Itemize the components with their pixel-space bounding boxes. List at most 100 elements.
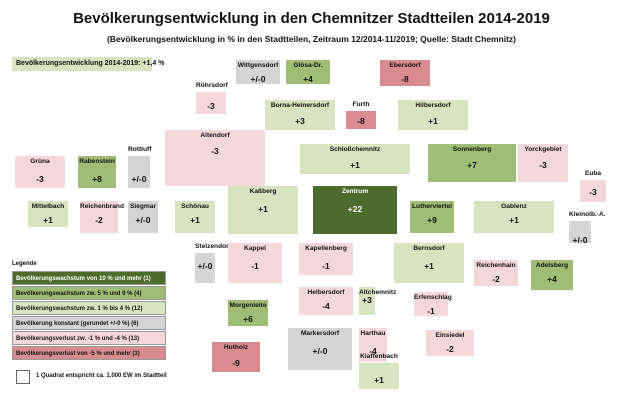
district-name: Yorckgebiet <box>524 146 562 153</box>
district-value: +22 <box>347 204 363 214</box>
district-value: +/-0 <box>197 261 213 271</box>
district-yorckgebiet: Yorckgebiet -3 <box>518 144 568 182</box>
district-hilbersdorf: Hilbersdorf +1 <box>398 100 468 130</box>
legend-item: Bevölkerungsverlust von -5 % und mehr (3… <box>12 346 166 360</box>
district-kleinolb-a-: Kleinolb.-A. +/-0 <box>569 211 606 245</box>
district-name: Helbersdorf <box>307 289 345 296</box>
district-name: Kapellenberg <box>305 245 347 252</box>
district-name: Gablenz <box>501 203 527 210</box>
district-glösa-dr-: Glösa-Dr. +4 <box>286 60 330 84</box>
district-value: +1 <box>428 116 438 126</box>
district-value: +9 <box>427 215 437 225</box>
total-growth-label: Bevölkerungsentwicklung 2014-2019: +1,4 … <box>12 57 164 71</box>
district-wittgensdorf: Wittgensdorf +/-0 <box>236 60 280 84</box>
district-name: Grüna <box>30 158 50 165</box>
district-kapellenberg: Kapellenberg -1 <box>299 243 353 275</box>
district-value: +/-0 <box>250 74 266 84</box>
district-value: +1 <box>190 215 200 225</box>
district-value: +/-0 <box>572 235 588 245</box>
district-name: Kleinolb.-A. <box>569 211 606 218</box>
district-gablenz: Gablenz +1 <box>474 201 554 233</box>
district-value: +6 <box>243 314 253 324</box>
district-altendorf: Altendorf -3 <box>165 130 265 186</box>
district-value: +8 <box>92 174 102 184</box>
district-schloßchemnitz: Schloßchemnitz +1 <box>300 144 410 174</box>
district-value: +1 <box>374 375 384 385</box>
district-furth: Furth -8 <box>346 101 376 129</box>
district-hutholz: Hutholz -9 <box>212 342 260 372</box>
district-value: +3 <box>362 295 372 305</box>
district-value: -8 <box>401 74 409 84</box>
district-sonnenberg: Sonnenberg +7 <box>428 144 516 182</box>
district-value: +/-0 <box>131 174 147 184</box>
district-value: +1 <box>424 261 434 271</box>
district-value: +7 <box>467 160 477 170</box>
district-helbersdorf: Helbersdorf -4 <box>299 287 353 315</box>
district-euba: Euba -3 <box>580 170 606 202</box>
district-stelzendorf: Stelzendorf +/-0 <box>195 243 231 283</box>
district-mittelbach: Mittelbach +1 <box>28 201 68 227</box>
district-zentrum: Zentrum +22 <box>313 186 397 234</box>
district-value: -9 <box>232 358 240 368</box>
legend-item: Bevölkerungsverlust zw. -1 % und -4 % (1… <box>12 331 166 345</box>
district-kappel: Kappel -1 <box>228 243 282 283</box>
district-name: Glösa-Dr. <box>293 62 323 69</box>
district-value: -2 <box>95 215 103 225</box>
map-title: Bevölkerungsentwicklung in den Chemnitze… <box>73 10 550 27</box>
district-value: +1 <box>43 215 53 225</box>
district-ebersdorf: Ebersdorf -8 <box>380 60 430 86</box>
district-value: -3 <box>589 187 597 197</box>
district-value: -2 <box>492 274 500 284</box>
legend-item: Bevölkerungswachstum zw. 1 % bis 4 % (12… <box>12 301 166 315</box>
district-value: -4 <box>369 346 377 356</box>
district-morgenleite: Morgenleite +6 <box>228 300 268 326</box>
district-value: +/-0 <box>312 346 328 356</box>
district-value: +1 <box>258 204 268 214</box>
district-name: Reichenhain <box>476 262 516 269</box>
district-value: +/-0 <box>135 215 151 225</box>
district-name: Erfenschlag <box>414 294 452 301</box>
district-value: +3 <box>295 116 305 126</box>
district-rabenstein: Rabenstein +8 <box>78 156 116 188</box>
legend-item: Bevölkerungswachstum von 10 % und mehr (… <box>12 271 166 285</box>
district-name: Reichenbrand <box>80 203 124 210</box>
district-name: Rabenstein <box>79 158 115 165</box>
district-name: Hutholz <box>223 344 249 351</box>
district-name: Euba <box>584 170 602 177</box>
district-name: Schloßchemnitz <box>329 146 381 153</box>
district-name: Bernsdorf <box>413 245 445 252</box>
district-reichenbrand: Reichenbrand -2 <box>80 201 124 233</box>
district-erfenschlag: Erfenschlag -1 <box>414 292 452 316</box>
district-name: Sonnenberg <box>452 146 492 153</box>
district-value: +4 <box>303 74 313 84</box>
district-value: -1 <box>322 261 330 271</box>
district-borna-heinersdorf: Borna-Heinersdorf +3 <box>265 100 335 130</box>
district-reichenhain: Reichenhain -2 <box>474 260 518 286</box>
legend-title: Legende <box>12 261 37 267</box>
district-name: Röhrsdorf <box>196 82 228 89</box>
district-kaßberg: Kaßberg +1 <box>228 186 298 234</box>
district-name: Mittelbach <box>31 203 65 210</box>
district-name: Altchemnitz <box>359 289 397 296</box>
district-name: Ebersdorf <box>389 62 421 69</box>
legend-item: Bevölkerungswachstum zw. 5 % und 9 % (4) <box>12 286 166 300</box>
scale-square <box>16 370 30 384</box>
district-value: -3 <box>539 160 547 170</box>
district-value: +4 <box>547 274 557 284</box>
district-name: Lutherviertel <box>412 203 452 210</box>
district-name: Rottluff <box>128 146 152 153</box>
district-name: Borna-Heinersdorf <box>270 102 330 109</box>
district-einsiedel: Einsiedel -2 <box>426 330 474 356</box>
district-name: Stelzendorf <box>195 243 231 250</box>
district-bernsdorf: Bernsdorf +1 <box>394 243 464 283</box>
district-value: -4 <box>322 301 330 311</box>
district-name: Schönau <box>181 203 209 210</box>
district-markersdorf: Markersdorf +/-0 <box>288 328 352 370</box>
district-name: Harthau <box>360 330 386 337</box>
district-name: Wittgensdorf <box>237 62 279 69</box>
district-name: Kaßberg <box>249 188 277 195</box>
district-adelsberg: Adelsberg +4 <box>531 260 573 290</box>
district-name: Klaffenbach <box>360 353 398 360</box>
district-harthau: Harthau -4 <box>359 328 387 362</box>
district-name: Markersdorf <box>300 330 340 337</box>
